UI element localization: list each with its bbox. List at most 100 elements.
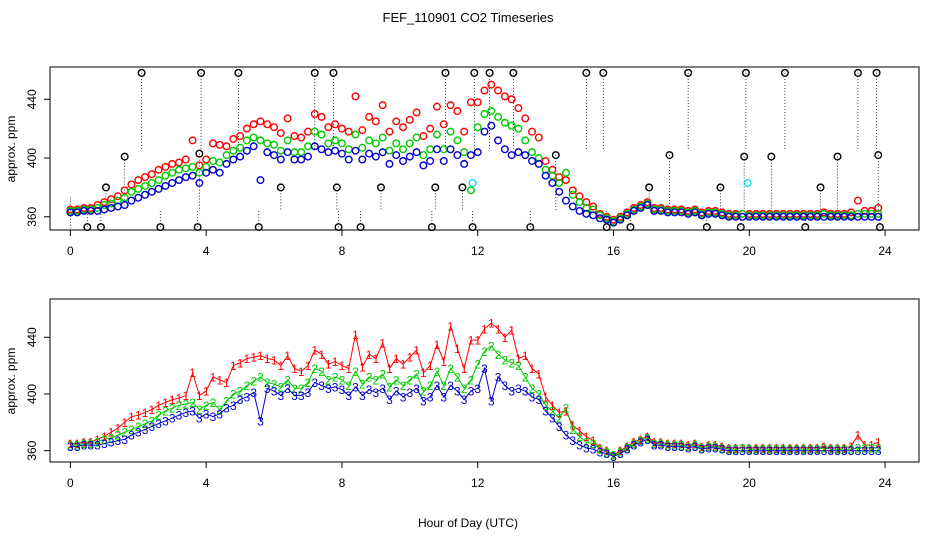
series-1-marker: 1: [848, 440, 855, 454]
blue-point: [134, 193, 143, 202]
series-3-marker: 3: [664, 440, 671, 454]
green-point: [874, 209, 883, 218]
blue-point: [426, 156, 435, 165]
series-2-marker: 2: [821, 441, 828, 455]
series-1-marker: 1: [535, 368, 542, 382]
black-point: [526, 223, 535, 232]
series-2-marker: 2: [87, 437, 94, 451]
series-1-marker: 1: [345, 362, 352, 376]
series-3-marker: 3: [685, 441, 692, 455]
green-point: [460, 148, 469, 157]
series-2-marker: 2: [386, 380, 393, 394]
blue-point: [514, 148, 523, 157]
blue-point: [283, 148, 292, 157]
series-3-marker: 3: [216, 407, 223, 421]
black-point: [334, 223, 343, 232]
green-point: [154, 176, 163, 185]
red-point: [453, 107, 462, 116]
red-point: [310, 109, 319, 118]
series-1-marker: 1: [508, 324, 515, 338]
series-2-marker: 2: [692, 438, 699, 452]
series-3-marker: 3: [549, 412, 556, 426]
black-point: [96, 223, 105, 232]
series-3-marker: 3: [373, 386, 380, 400]
series-3-marker: 3: [617, 447, 624, 461]
green-point: [365, 136, 374, 145]
green-point: [168, 168, 177, 177]
series-2-marker: 2: [461, 382, 468, 396]
series-1-marker: 1: [549, 399, 556, 413]
green-point: [188, 162, 197, 171]
black-point: [234, 68, 243, 77]
black-point: [741, 68, 750, 77]
series-1-marker: 1: [542, 390, 549, 404]
series-1-marker: 1: [74, 437, 81, 451]
series-2-marker: 2: [291, 382, 298, 396]
series-1-marker: 1: [631, 436, 638, 450]
green-point: [507, 121, 516, 130]
series-3-marker: 3: [637, 436, 644, 450]
series-3-marker: 3: [210, 410, 217, 424]
series-2-marker: 2: [637, 434, 644, 448]
series-1-marker: 1: [400, 358, 407, 372]
series-3-marker: 3: [271, 385, 278, 399]
series-1-marker: 1: [739, 441, 746, 455]
series-2-marker: 2: [182, 397, 189, 411]
series-1-marker: 1: [576, 424, 583, 438]
series-2-marker: 2: [393, 373, 400, 387]
blue-point: [561, 196, 570, 205]
black-point: [875, 223, 884, 232]
blue-point: [507, 151, 516, 160]
series-1-marker: 1: [108, 426, 115, 440]
green-point: [236, 143, 245, 152]
series-2-marker: 2: [203, 399, 210, 413]
series-1-marker: 1: [427, 359, 434, 373]
series-3-marker: 3: [311, 376, 318, 390]
series-3-marker: 3: [712, 441, 719, 455]
red-point: [331, 120, 340, 129]
red-point: [317, 112, 326, 121]
series-2-marker: 2: [631, 437, 638, 451]
series-1-marker: 1: [210, 370, 217, 384]
series-1-marker: 1: [590, 434, 597, 448]
series-2-marker: 2: [162, 404, 169, 418]
series-3-marker: 3: [162, 414, 169, 428]
red-point: [242, 124, 251, 133]
series-2-marker: 2: [74, 438, 81, 452]
series-3-marker: 3: [318, 379, 325, 393]
blue-point: [358, 155, 367, 164]
blue-point: [419, 161, 428, 170]
series-1-marker: 1: [474, 334, 481, 348]
series-2-marker: 2: [508, 356, 515, 370]
series-2-marker: 2: [651, 437, 658, 451]
green-point: [229, 146, 238, 155]
series-1-marker: 1: [230, 359, 237, 373]
series-2-marker: 2: [868, 441, 875, 455]
green-point: [263, 139, 272, 148]
black-point: [254, 223, 263, 232]
series-1-marker: 1: [135, 409, 142, 423]
blue-point: [541, 171, 550, 180]
x-tick-label: 12: [471, 244, 485, 258]
series-2-marker: 2: [244, 379, 251, 393]
series-2-marker: 2: [115, 429, 122, 443]
black-point: [332, 183, 341, 192]
red-point: [222, 142, 231, 151]
series-3-marker: 3: [461, 393, 468, 407]
series-1-marker: 1: [311, 344, 318, 358]
series-3-marker: 3: [359, 389, 366, 403]
series-1-marker: 1: [447, 319, 454, 333]
series-2-marker: 2: [366, 370, 373, 384]
red-point: [874, 203, 883, 212]
black-point: [197, 68, 206, 77]
red-point: [460, 127, 469, 136]
green-point: [344, 145, 353, 154]
series-3-marker: 3: [868, 444, 875, 458]
series-2-marker: 2: [474, 358, 481, 372]
red-point: [534, 133, 543, 142]
red-point: [405, 115, 414, 124]
series-1-marker: 1: [87, 436, 94, 450]
x-tick-label: 24: [878, 476, 892, 490]
series-3-marker: 3: [81, 438, 88, 452]
series-1-marker: 1: [726, 441, 733, 455]
